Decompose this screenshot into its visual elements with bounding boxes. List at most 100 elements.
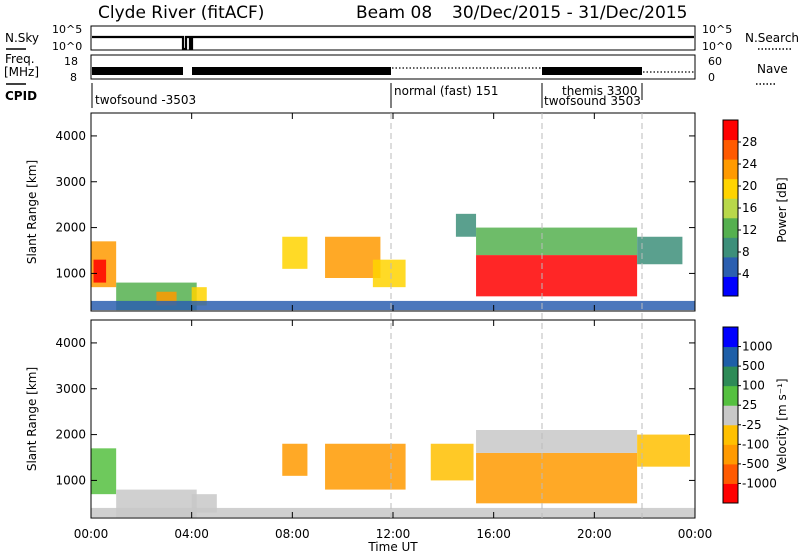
- power-y-ticks: 1000 2000 3000 4000: [55, 129, 695, 280]
- velocity-panel: 1000 2000 3000 4000 00:00 04:00 08:00 12:00 16:…: [25, 319, 789, 554]
- velocity-y-tick-label: 1000: [55, 473, 86, 487]
- noise-right-tick-top: 10^5: [702, 23, 732, 36]
- power-patch: [455, 213, 477, 237]
- velocity-colorbar: -1000 -500 -100 -25 25 100 500 1000: [722, 326, 777, 504]
- velocity-colorbar-segment: [723, 463, 738, 484]
- freq-trace-block-1: [92, 67, 183, 75]
- power-x-ticks: [90, 113, 696, 311]
- velocity-patch: [325, 443, 406, 490]
- nsearch-label: N.Search: [745, 31, 799, 45]
- power-colorbar-segment: [723, 159, 738, 180]
- x-tick-label: 20:00: [577, 527, 612, 541]
- beam-label: Beam 08: [356, 3, 432, 23]
- freq-left-tick-top: 18: [64, 55, 78, 68]
- velocity-x-ticks: 00:00 04:00 08:00 12:00 16:00 20:00 00:00: [74, 320, 713, 541]
- nsky-label: N.Sky: [5, 31, 39, 45]
- frequency-strip: Freq. [MHz] 18 8 60 0 Nave: [4, 52, 788, 85]
- power-colorbar-segment: [723, 276, 738, 297]
- freq-trace-block-3: [542, 67, 642, 75]
- power-colorbar: 4 8 12 16 20 24 28: [722, 119, 757, 297]
- velocity-colorbar-segment: [723, 327, 738, 348]
- cpid-block-themis: themis 3300: [562, 84, 637, 98]
- noise-left-tick-bottom: 10^0: [52, 40, 82, 53]
- cpid-strip: CPID twofsound -3503 normal (fast) 151 t…: [5, 83, 643, 108]
- station-title: Clyde River (fitACF): [98, 3, 264, 23]
- power-colorbar-segment: [723, 120, 738, 141]
- freq-label: Freq.: [5, 52, 35, 66]
- power-patch: [476, 227, 638, 256]
- x-tick-label: 12:00: [376, 527, 411, 541]
- power-colorbar-tick-label: 20: [742, 179, 757, 193]
- power-colorbar-segment: [723, 237, 738, 258]
- nave-label: Nave: [757, 62, 788, 76]
- velocity-colorbar-frame: [722, 326, 739, 504]
- velocity-patch: [91, 448, 117, 495]
- velocity-patch: [476, 430, 638, 453]
- velocity-colorbar-tick-label: -500: [742, 457, 769, 471]
- velocity-y-tick-label: 3000: [55, 382, 86, 396]
- freq-left-tick-bottom: 8: [70, 71, 77, 84]
- x-tick-label: 00:00: [74, 527, 109, 541]
- power-patch: [93, 259, 107, 283]
- freq-right-tick-bottom: 0: [708, 71, 715, 84]
- power-colorbar-tick-label: 28: [742, 135, 757, 149]
- mode-change-lines: [390, 113, 643, 518]
- power-y-tick-label: 4000: [55, 129, 86, 143]
- power-colorbar-tick-label: 4: [742, 267, 750, 281]
- freq-right-tick-top: 60: [708, 55, 722, 68]
- x-tick-label: 08:00: [275, 527, 310, 541]
- cpid-block-twofsound-b: twofsound 3503: [544, 94, 641, 108]
- velocity-colorbar-tick-label: -25: [742, 418, 762, 432]
- velocity-patches: [91, 430, 695, 518]
- velocity-colorbar-segment: [723, 405, 738, 426]
- velocity-colorbar-segment: [723, 424, 738, 445]
- velocity-colorbar-label: Velocity [m s⁻¹]: [775, 378, 789, 471]
- power-patch: [637, 236, 683, 265]
- velocity-patch: [282, 443, 308, 476]
- power-patch: [476, 255, 638, 297]
- freq-unit-label: [MHz]: [4, 65, 39, 79]
- power-colorbar-tick-label: 8: [742, 245, 750, 259]
- power-colorbar-segment: [723, 198, 738, 219]
- power-y-tick-label: 1000: [55, 266, 86, 280]
- power-y-tick-label: 2000: [55, 221, 86, 235]
- velocity-colorbar-tick-label: -100: [742, 437, 769, 451]
- nsky-trace: [92, 35, 694, 51]
- velocity-colorbar-tick-label: 1000: [742, 340, 773, 354]
- velocity-colorbar-tick-label: -1000: [742, 476, 777, 490]
- power-colorbar-tick-label: 24: [742, 157, 757, 171]
- velocity-ylabel: Slant Range [km]: [25, 367, 39, 471]
- cpid-block-normal: normal (fast) 151: [394, 84, 498, 98]
- noise-right-tick-bottom: 10^0: [702, 40, 732, 53]
- power-patch: [325, 236, 381, 278]
- velocity-y-tick-label: 4000: [55, 336, 86, 350]
- power-patch: [282, 236, 308, 269]
- velocity-y-tick-label: 2000: [55, 428, 86, 442]
- noise-strip-frame: [90, 25, 696, 51]
- freq-strip-frame: [90, 54, 696, 80]
- velocity-colorbar-tick-label: 25: [742, 398, 757, 412]
- velocity-colorbar-tick-label: 500: [742, 359, 765, 373]
- noise-strip: N.Sky 10^5 10^0 10^5 10^0 N.Search: [5, 23, 799, 53]
- velocity-colorbar-segment: [723, 444, 738, 465]
- cpid-block-twofsound-a: twofsound -3503: [95, 93, 196, 107]
- power-ylabel: Slant Range [km]: [25, 160, 39, 264]
- freq-trace-block-2: [192, 67, 391, 75]
- x-tick-label: 00:00: [678, 527, 713, 541]
- power-colorbar-segment: [723, 256, 738, 277]
- velocity-colorbar-segment: [723, 385, 738, 406]
- velocity-colorbar-segment: [723, 366, 738, 387]
- power-panel: 1000 2000 3000 4000 Slant Range [km] 4 8 12 16…: [25, 112, 789, 312]
- x-tick-label: 04:00: [174, 527, 209, 541]
- velocity-patch: [637, 434, 690, 467]
- power-colorbar-tick-label: 12: [742, 223, 757, 237]
- noise-left-tick-top: 10^5: [52, 23, 82, 36]
- x-tick-label: 16:00: [476, 527, 511, 541]
- power-patches: [91, 213, 695, 311]
- date-range: 30/Dec/2015 - 31/Dec/2015: [452, 3, 687, 23]
- velocity-colorbar-tick-label: 100: [742, 379, 765, 393]
- velocity-colorbar-segment: [723, 346, 738, 367]
- velocity-patch: [476, 452, 638, 504]
- power-colorbar-segment: [723, 139, 738, 160]
